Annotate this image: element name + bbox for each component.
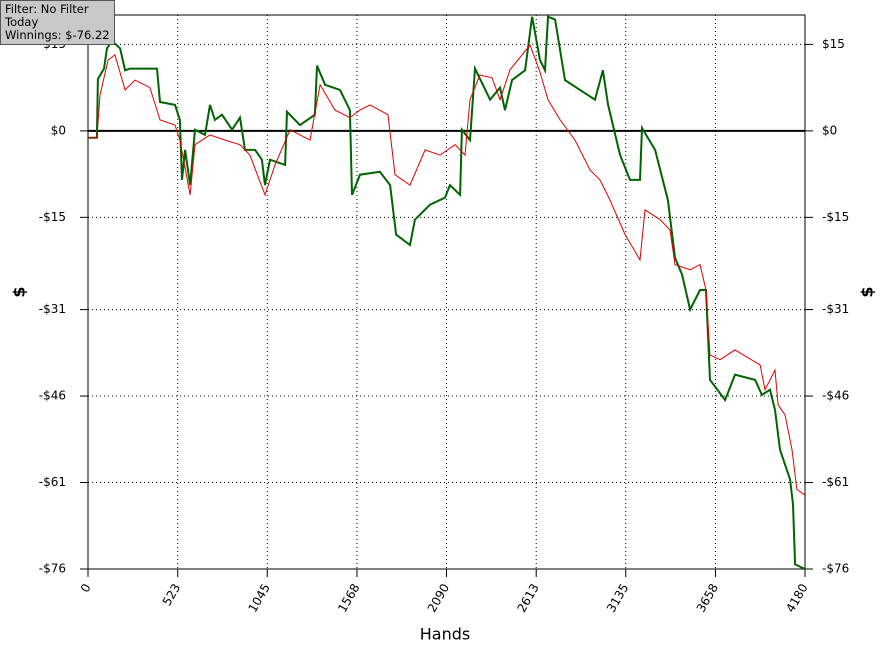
info-line: Filter: No Filter [5, 2, 89, 16]
x-tick-label: 2613 [514, 581, 541, 614]
y2-tick-label: $0 [822, 123, 837, 137]
y2-tick-label: -$61 [822, 475, 849, 489]
y-axis-label: $ [10, 286, 29, 297]
x-tick-label: 2090 [425, 581, 452, 614]
y2-tick-label: $15 [822, 37, 845, 51]
series-line [88, 15, 806, 570]
x-tick-label: 523 [160, 581, 184, 608]
x-tick-label: 3658 [694, 581, 721, 614]
info-line: Today [5, 15, 39, 29]
y2-tick-label: -$31 [822, 302, 849, 316]
info-line: Winnings: $-76.22 [5, 28, 110, 42]
y-tick-label: -$61 [39, 475, 66, 489]
y2-tick-label: -$46 [822, 389, 849, 403]
x-tick-label: 1568 [335, 581, 362, 614]
x-tick-label: 0 [78, 581, 94, 595]
x-tick-label: 4180 [783, 581, 810, 614]
y2-tick-label: -$15 [822, 210, 849, 224]
series-line [88, 44, 806, 496]
y-tick-label: -$76 [39, 562, 66, 576]
x-tick-label: 3135 [604, 581, 631, 614]
info-box: Filter: No Filter Today Winnings: $-76.2… [0, 0, 115, 45]
y-tick-label: -$31 [39, 302, 66, 316]
y-tick-label: -$46 [39, 389, 66, 403]
x-axis-label: Hands [420, 625, 470, 644]
y2-axis-label: $ [858, 286, 877, 297]
x-tick-label: 1045 [245, 581, 272, 614]
y-tick-label: $0 [51, 123, 66, 137]
y2-tick-label: -$76 [822, 562, 849, 576]
y-tick-label: -$15 [39, 210, 66, 224]
